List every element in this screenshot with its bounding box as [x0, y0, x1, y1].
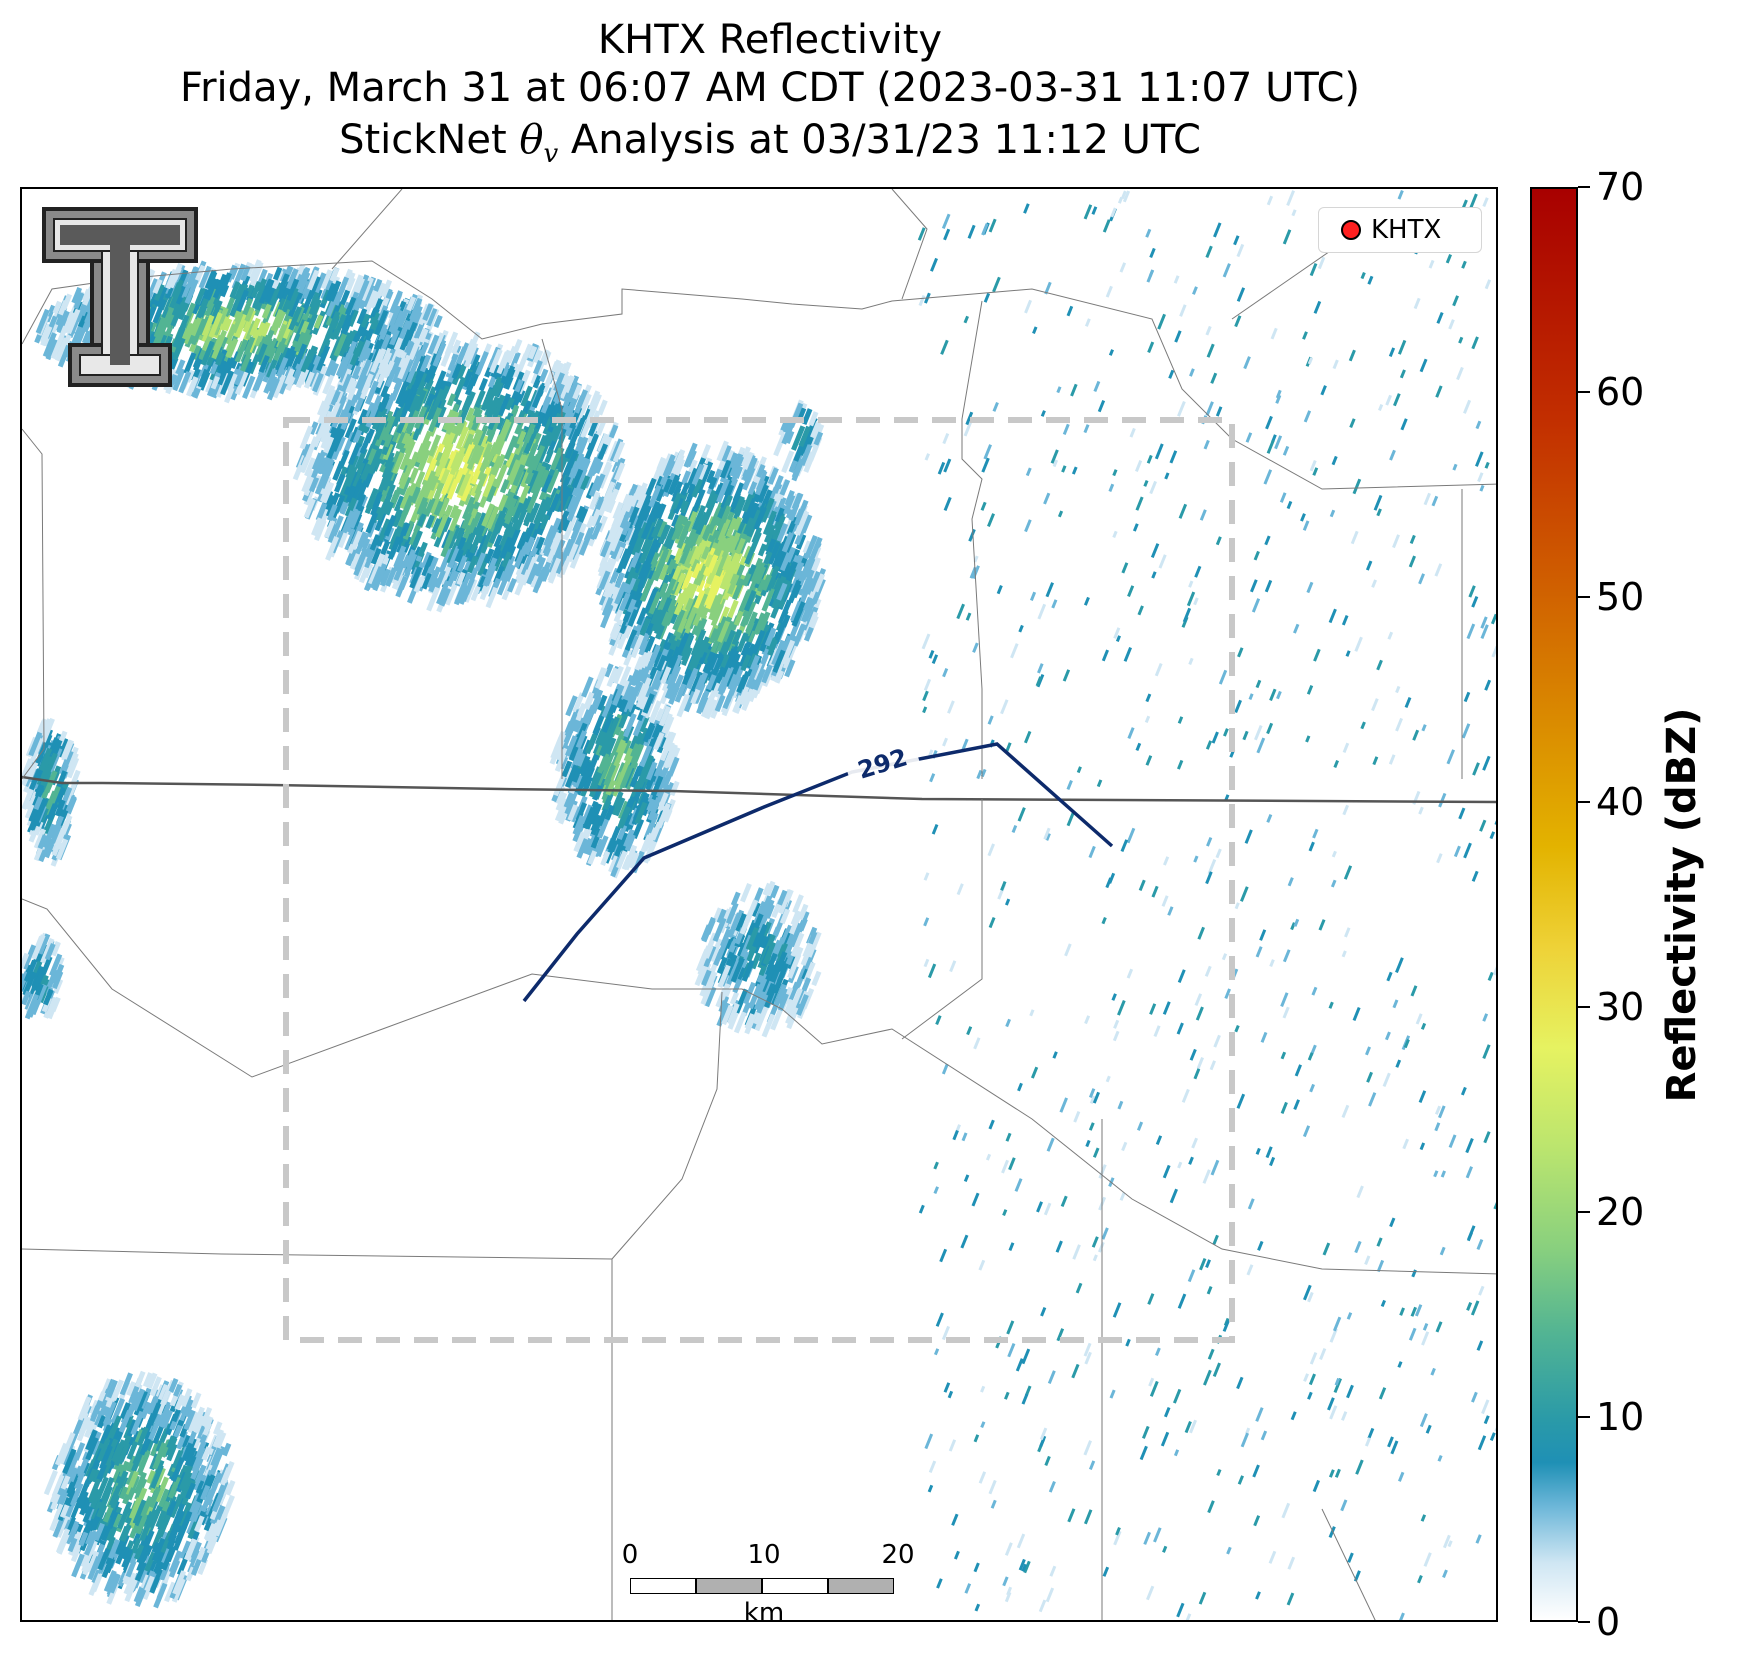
colorbar-tick: [1578, 391, 1590, 393]
scalebar-unit: km: [743, 1598, 785, 1628]
colorbar-tick: [1578, 596, 1590, 598]
scalebar-segment: [630, 1578, 696, 1594]
colorbar-tick-label: 0: [1596, 1600, 1621, 1644]
colorbar-tick: [1578, 1621, 1590, 1623]
colorbar-tick: [1578, 1006, 1590, 1008]
scalebar-segment: [696, 1578, 762, 1594]
map-legend: KHTX: [1318, 207, 1482, 253]
colorbar-tick-label: 10: [1596, 1395, 1645, 1439]
map-canvas: 292: [22, 189, 1496, 1620]
county-borders: [22, 189, 1496, 1620]
texas-tech-double-t-logo: [42, 207, 198, 387]
colorbar-label: Reflectivity (dBZ): [1659, 707, 1705, 1103]
map-datetime: Friday, March 31 at 06:07 AM CDT (2023-0…: [180, 65, 1360, 111]
subtitle-suffix: Analysis at 03/31/23 11:12 UTC: [558, 117, 1201, 163]
analysis-domain-box: [283, 417, 1235, 1343]
legend-label: KHTX: [1371, 215, 1442, 245]
colorbar-tick: [1578, 186, 1590, 188]
colorbar-tick-label: 50: [1596, 575, 1645, 619]
radar-site-marker-icon: [1341, 220, 1361, 240]
radar-map[interactable]: 292 KHTX: [20, 187, 1498, 1622]
scalebar-label-20: 20: [881, 1540, 915, 1570]
scalebar-label-10: 10: [747, 1540, 781, 1570]
map-title: KHTX Reflectivity: [597, 17, 943, 63]
analysis-subtitle: StickNet θv Analysis at 03/31/23 11:12 U…: [0, 116, 1540, 178]
subtitle-prefix: StickNet: [339, 117, 520, 163]
reflectivity-echoes: [22, 189, 1496, 1620]
colorbar-tick: [1578, 801, 1590, 803]
scale-bar: 0 10 20 km: [622, 1540, 915, 1628]
scalebar-segment: [828, 1578, 894, 1594]
colorbar-tick-label: 70: [1596, 165, 1645, 209]
colorbar-tick-label: 60: [1596, 370, 1645, 414]
colorbar-tick-label: 30: [1596, 985, 1645, 1029]
colorbar: [1530, 187, 1578, 1622]
scalebar-label-0: 0: [621, 1540, 639, 1570]
colorbar-tick: [1578, 1416, 1590, 1418]
colorbar-tick-label: 40: [1596, 780, 1645, 824]
theta-symbol: θv: [519, 117, 559, 169]
contour-label: 292: [855, 743, 911, 784]
scalebar-segment: [762, 1578, 828, 1594]
colorbar-tick-label: 20: [1596, 1190, 1645, 1234]
colorbar-tick: [1578, 1211, 1590, 1213]
state-border: [22, 775, 1496, 804]
